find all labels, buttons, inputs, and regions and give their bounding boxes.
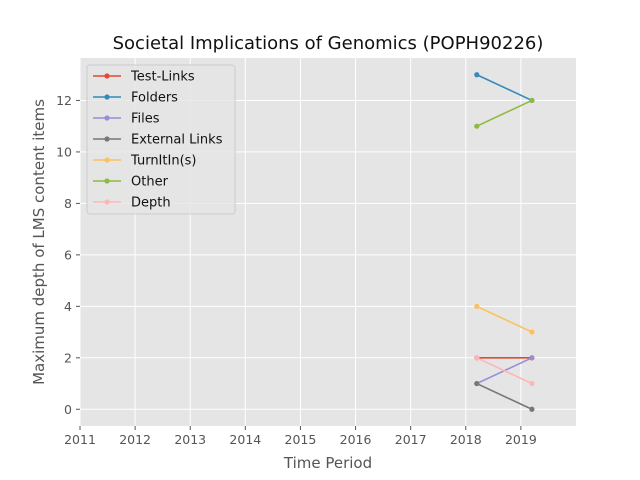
x-tick-label: 2014 (229, 432, 261, 447)
data-point-depth (474, 355, 480, 361)
x-tick-label: 2016 (340, 432, 372, 447)
y-axis-label: Maximum depth of LMS content items (30, 99, 48, 385)
data-point-turnitin-s (529, 329, 535, 335)
x-tick-label: 2011 (64, 432, 96, 447)
legend-label-external-links: External Links (131, 133, 223, 148)
legend-label-depth: Depth (131, 196, 171, 211)
legend-label-test-links: Test-Links (130, 70, 195, 85)
x-axis-label: Time Period (283, 454, 372, 472)
y-tick-label: 8 (64, 196, 72, 211)
legend-marker-files (104, 115, 110, 121)
data-point-turnitin-s (474, 303, 480, 309)
x-tick-label: 2013 (174, 432, 206, 447)
legend-label-files: Files (131, 112, 160, 127)
legend-box (86, 64, 236, 215)
legend-marker-turnitin-s (104, 157, 110, 163)
data-point-other (474, 123, 480, 129)
series-layer (474, 72, 535, 412)
y-tick-label: 2 (64, 350, 72, 365)
grid (79, 58, 576, 426)
ticks: 2011 2012 2013 2014 2015 2016 2017 2018 2019 0 2 4 6… (56, 93, 537, 447)
legend-label-other: Other (131, 175, 169, 190)
series-line-external-links (476, 382, 533, 410)
data-point-depth (529, 380, 535, 387)
data-point-other (529, 97, 535, 104)
y-tick-label: 6 (64, 247, 72, 262)
x-tick-label: 2018 (450, 432, 482, 447)
y-tick-label: 4 (64, 299, 72, 314)
legend-marker-external-links (104, 136, 110, 142)
legend-label-turnitin-s: TurnItIn(s) (130, 154, 196, 169)
x-tick-label: 2012 (119, 432, 151, 447)
data-point-external-links (474, 380, 480, 387)
series-line-other (476, 99, 533, 127)
y-tick-label: 0 (64, 402, 72, 417)
series-line-folders (476, 74, 533, 102)
series-line-turnitin-s (476, 305, 533, 333)
y-tick-label: 10 (56, 144, 72, 159)
series-line-depth (476, 357, 533, 385)
data-point-folders (474, 72, 480, 78)
x-tick-label: 2015 (285, 432, 317, 447)
legend-marker-other (104, 178, 110, 184)
data-point-external-links (529, 406, 535, 412)
legend-marker-folders (104, 94, 110, 100)
y-tick-label: 12 (56, 93, 72, 108)
x-tick-label: 2019 (505, 432, 537, 447)
legend-marker-test-links (104, 73, 110, 79)
legend-label-folders: Folders (131, 91, 178, 106)
legend: Test-Links Folders Files External Links Turn… (86, 64, 236, 215)
chart-title: Societal Implications of Genomics (POPH9… (113, 33, 544, 54)
data-point-files (529, 355, 535, 361)
legend-marker-depth (104, 199, 110, 205)
x-tick-label: 2017 (395, 432, 427, 447)
